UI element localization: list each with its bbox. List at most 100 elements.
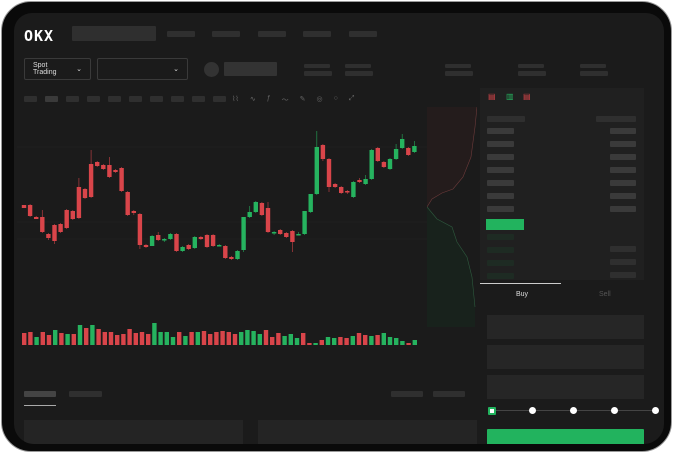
candle-body	[387, 159, 393, 169]
nav-item[interactable]	[212, 31, 240, 37]
candle-body	[192, 237, 197, 248]
volume-bar	[239, 332, 244, 345]
amount-input[interactable]	[487, 345, 644, 369]
timeframe-button[interactable]	[171, 96, 184, 102]
leverage-slider[interactable]	[488, 407, 659, 415]
nav-item[interactable]	[349, 31, 377, 37]
circle-icon[interactable]: ○	[333, 95, 338, 102]
volume-bar	[189, 332, 194, 345]
candle-body	[412, 146, 417, 152]
volume-bar	[158, 332, 163, 345]
volume-bar	[46, 335, 52, 345]
bid-amount	[610, 259, 636, 265]
candle-body	[64, 210, 69, 228]
volume-bar	[102, 332, 107, 345]
slider-step[interactable]	[488, 407, 496, 415]
candle-body	[223, 246, 228, 258]
candle-body	[241, 217, 246, 250]
sell-tab[interactable]: Sell	[599, 291, 611, 298]
tab-open-orders[interactable]	[24, 391, 56, 397]
volume-bar	[59, 333, 64, 345]
candle-body	[210, 235, 216, 246]
both-sides-icon[interactable]: ▤	[488, 92, 496, 101]
volume-bar	[412, 340, 417, 345]
asks-only-icon[interactable]: ▤	[523, 92, 531, 101]
price-input[interactable]	[487, 315, 644, 339]
candle-body	[406, 148, 411, 155]
total-input[interactable]	[487, 375, 644, 399]
candle-body	[125, 192, 130, 215]
volume-bar	[108, 332, 114, 345]
spot-trading-dropdown[interactable]: Spot Trading ⌄	[24, 58, 91, 80]
stat-label	[345, 64, 371, 68]
timeframe-button[interactable]	[213, 96, 226, 102]
filter-button[interactable]	[433, 391, 465, 397]
target-icon[interactable]: ◎	[316, 96, 323, 103]
candle-body	[162, 239, 167, 241]
candle-body	[393, 149, 399, 159]
timeframe-button[interactable]	[129, 96, 142, 102]
timeframe-button[interactable]	[45, 96, 58, 102]
search-bar[interactable]	[72, 26, 156, 41]
candlestick-chart[interactable]	[17, 107, 427, 347]
slider-step[interactable]	[570, 407, 577, 414]
volume-bar	[53, 330, 58, 345]
timeframe-button[interactable]	[150, 96, 163, 102]
candle-body	[107, 165, 112, 177]
chevron-down-icon: ⌄	[76, 66, 82, 73]
nav-item[interactable]	[167, 31, 195, 37]
tab-order-history[interactable]	[69, 391, 102, 397]
slider-step[interactable]	[611, 407, 618, 414]
candle-body	[52, 225, 57, 241]
timeframe-button[interactable]	[24, 96, 37, 102]
fx-icon[interactable]: ƒ	[266, 95, 271, 102]
nav-item[interactable]	[258, 31, 286, 37]
stat-value	[345, 71, 373, 76]
volume-bar	[288, 334, 293, 345]
candle-body	[88, 164, 94, 197]
slider-step[interactable]	[529, 407, 536, 414]
timeframe-button[interactable]	[108, 96, 121, 102]
candle-body	[168, 234, 173, 239]
timeframe-button[interactable]	[192, 96, 205, 102]
candle-body	[278, 230, 283, 234]
volume-bar	[387, 337, 393, 345]
indicator-icon[interactable]: ⌇⌇	[232, 96, 239, 103]
filter-button[interactable]	[391, 391, 423, 397]
candle-body	[339, 187, 344, 193]
buy-button[interactable]	[487, 429, 644, 444]
volume-bar	[133, 333, 138, 345]
pair-dropdown[interactable]: ⌄	[97, 58, 188, 80]
wave-icon[interactable]: 〜	[281, 97, 289, 104]
bid-price	[487, 273, 514, 279]
candle-body	[198, 237, 204, 239]
slider-step[interactable]	[652, 407, 659, 414]
stat-label	[445, 64, 471, 68]
candle-body	[186, 245, 191, 249]
bids-only-icon[interactable]: ▥	[506, 92, 514, 101]
volume-bar	[214, 332, 219, 345]
volume-bar	[127, 329, 132, 345]
pencil-icon[interactable]: ✎	[299, 96, 306, 103]
nav-item[interactable]	[303, 31, 331, 37]
buy-tab[interactable]: Buy	[516, 291, 529, 298]
stat-value	[304, 71, 332, 76]
buy-tab-underline	[480, 283, 561, 284]
candle-body	[381, 162, 387, 167]
candle-body	[369, 150, 374, 179]
candle-body	[156, 235, 161, 240]
volume-bar	[40, 332, 45, 345]
order-book: ▤ ▥ ▤	[480, 88, 644, 280]
stat-value	[580, 71, 608, 76]
line-icon[interactable]: ∿	[249, 96, 256, 103]
timeframe-button[interactable]	[87, 96, 100, 102]
expand-icon[interactable]: ⤢	[348, 95, 355, 102]
volume-bar	[251, 331, 256, 345]
volume-bar	[313, 343, 318, 345]
chevron-down-icon: ⌄	[173, 66, 179, 73]
candle-body	[40, 217, 45, 232]
ask-price	[487, 180, 514, 186]
volume-bar	[71, 334, 76, 345]
candle-body	[351, 182, 356, 197]
timeframe-button[interactable]	[66, 96, 79, 102]
